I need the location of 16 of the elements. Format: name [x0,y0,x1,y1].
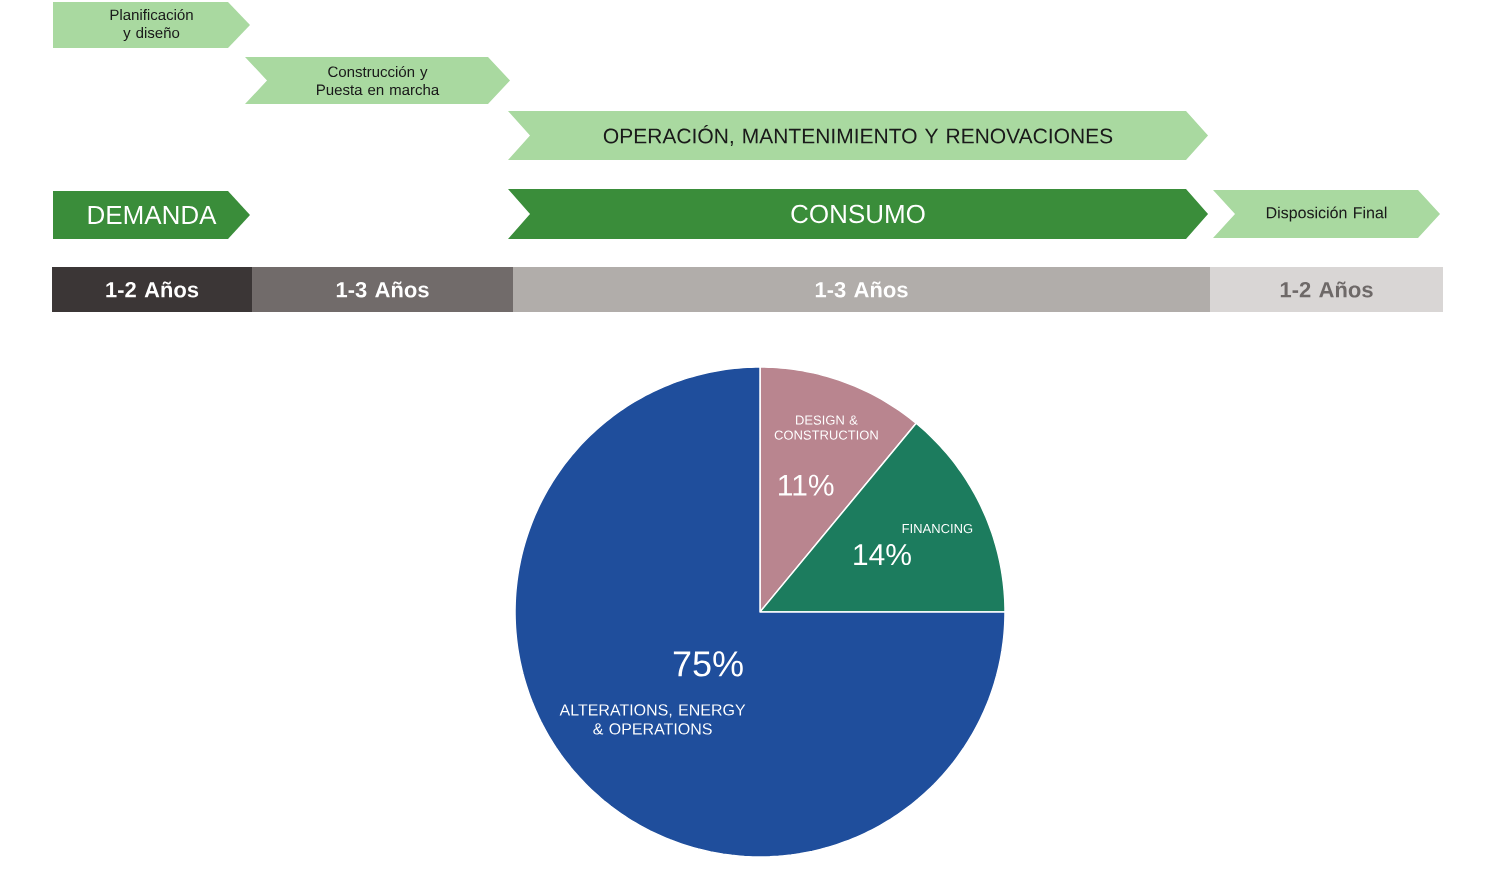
data-label: 11% [779,474,834,496]
text: DEMANDA [88,206,217,224]
text: 1-2 Años [106,281,199,298]
slice-label: ALTERATIONS, ENERGY & OPERATIONS [559,704,746,735]
data-label: 14% [854,544,911,566]
text: OPERACIÓN, MANTENIMIENTO Y RENOVACIONES [603,125,1113,146]
text: Disposición Final [1266,206,1387,222]
text: 1-3 Años [815,281,908,298]
text: Construcción y Puesta en marcha [317,65,440,96]
text: 1-3 Años [336,281,429,298]
text: CONSUMO [791,204,925,224]
text: Planificación y diseño [110,8,193,42]
text: 1-2 Años [1280,281,1373,298]
data-label: 75% [673,651,743,677]
slice-label: DESIGN & CONSTRUCTION [774,415,878,440]
slice-label: FINANCING [902,523,973,534]
